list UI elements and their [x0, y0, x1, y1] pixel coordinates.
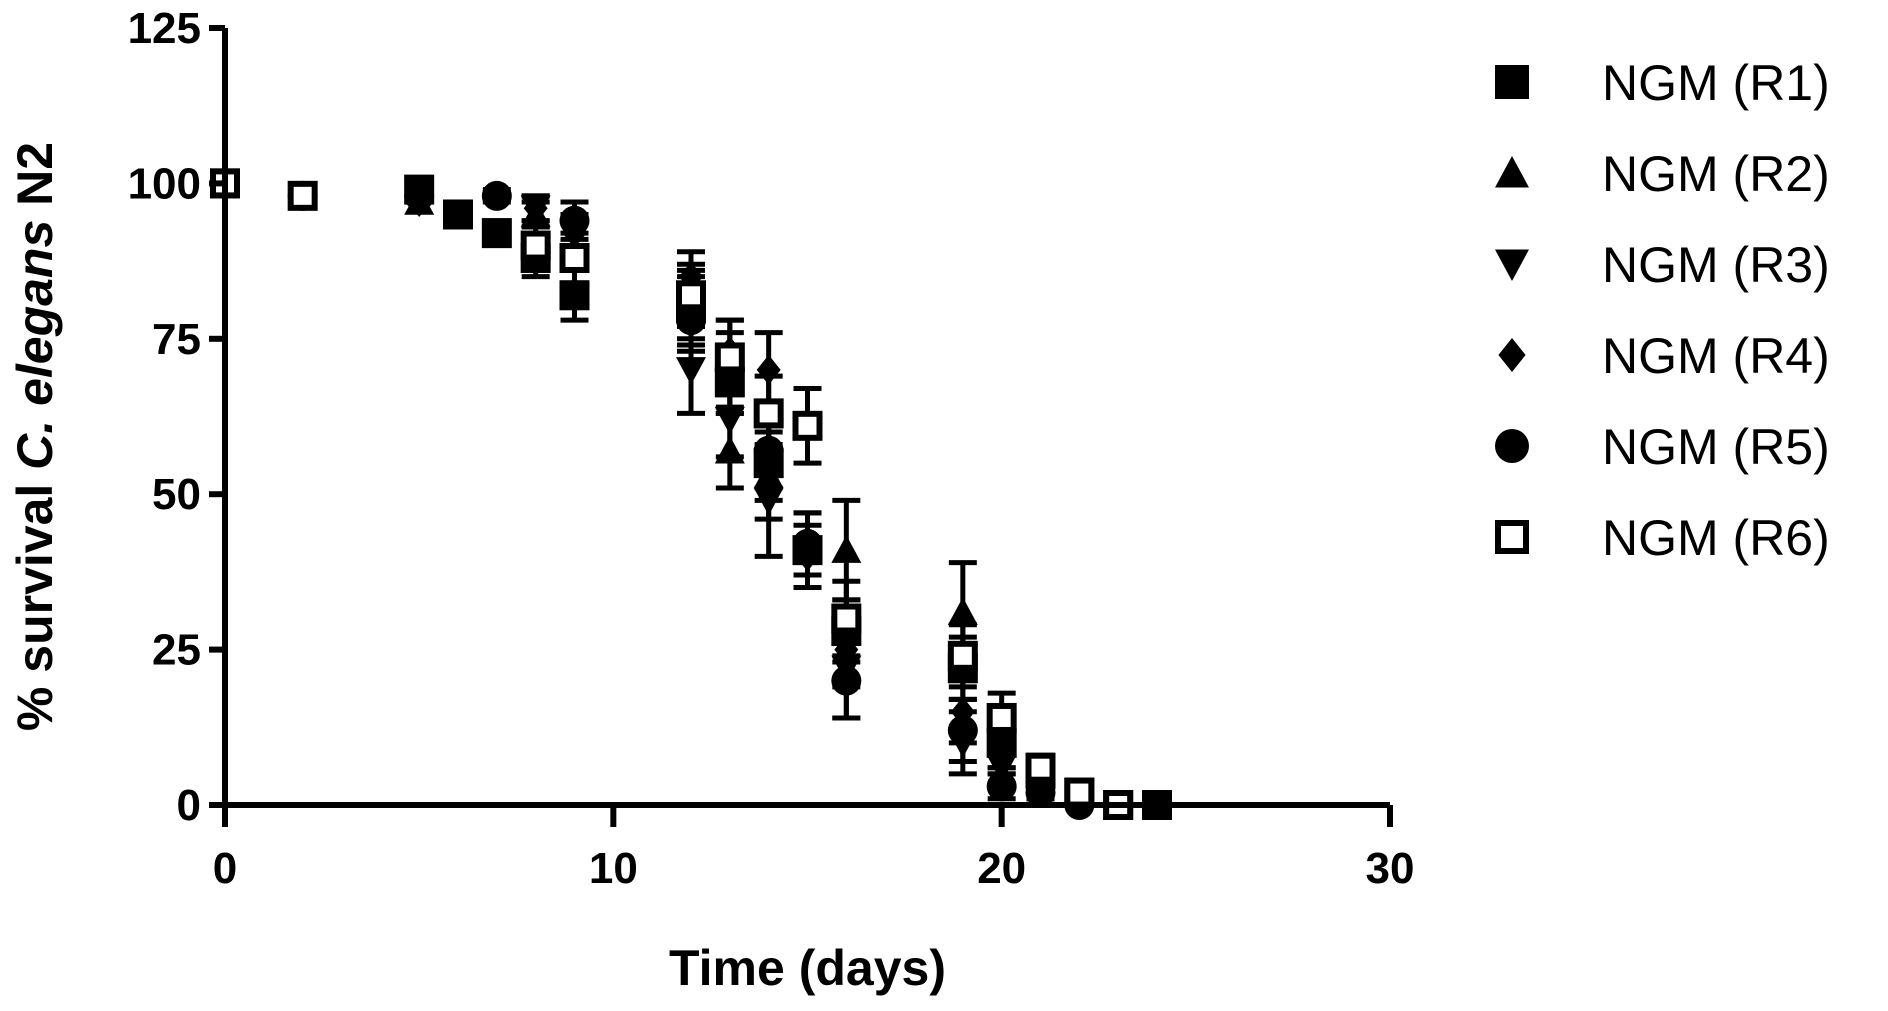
y-tick-label: 25	[152, 626, 201, 675]
y-axis-title: % survival C. elegans N2	[7, 142, 63, 731]
legend-item: NGM (R6)	[1495, 510, 1830, 566]
legend-marker	[1495, 429, 1529, 463]
data-point	[520, 230, 551, 261]
data-point	[792, 528, 823, 559]
legend-item: NGM (R5)	[1495, 419, 1830, 475]
series-5	[210, 168, 1095, 820]
legend-marker	[1498, 338, 1526, 372]
data-point	[559, 242, 590, 273]
y-axis-title-part: N2	[7, 142, 63, 220]
data-point	[1064, 777, 1095, 808]
x-tick-label: 10	[589, 844, 638, 893]
series-6	[210, 168, 1134, 820]
data-point	[714, 406, 745, 435]
legend-marker	[1495, 249, 1529, 281]
data-point	[404, 180, 435, 211]
data-point	[676, 357, 706, 385]
data-point	[986, 771, 1017, 802]
data-point	[947, 597, 978, 626]
y-tick-label: 50	[152, 470, 201, 519]
legend-label: NGM (R6)	[1602, 510, 1830, 566]
data-point	[986, 702, 1017, 733]
data-point	[714, 342, 745, 373]
data-point	[559, 205, 590, 236]
x-axis-title: Time (days)	[669, 940, 946, 996]
legend-item: NGM (R4)	[1498, 328, 1830, 384]
data-point	[443, 199, 473, 230]
x-tick-label: 20	[977, 844, 1026, 893]
data-point	[1025, 777, 1056, 808]
data-point	[753, 487, 784, 516]
data-point	[792, 410, 823, 441]
data-point	[287, 180, 318, 211]
legend-label: NGM (R5)	[1602, 419, 1830, 475]
y-axis-title-part: % survival	[7, 470, 63, 731]
legend-label: NGM (R2)	[1602, 146, 1830, 202]
y-tick-label: 100	[128, 159, 201, 208]
plot-data	[210, 168, 1172, 820]
legend-label: NGM (R1)	[1602, 55, 1830, 111]
data-point	[523, 193, 548, 224]
legend-item: NGM (R2)	[1495, 146, 1830, 202]
x-tick-label: 0	[213, 844, 237, 893]
legend-marker	[1495, 520, 1529, 554]
legend-label: NGM (R3)	[1602, 237, 1830, 293]
x-tick-label: 30	[1366, 844, 1415, 893]
legend-label: NGM (R4)	[1602, 328, 1830, 384]
axes: 0 25 50 75 100 125 0 10 20 30 Time (days) % surviva…	[7, 4, 1414, 996]
data-point	[481, 180, 512, 211]
data-point	[753, 398, 784, 429]
data-point	[481, 218, 512, 249]
data-point	[831, 603, 862, 634]
data-point	[831, 535, 862, 563]
y-axis-title-part: C. elegans	[7, 220, 63, 470]
legend: NGM (R1) NGM (R2) NGM (R3) NGM (R4) NGM (R5)…	[1495, 55, 1830, 566]
legend-item: NGM (R1)	[1495, 55, 1830, 111]
y-tick-label: 125	[128, 4, 201, 53]
legend-item: NGM (R3)	[1495, 237, 1830, 293]
data-point	[989, 740, 1014, 771]
data-point	[831, 665, 862, 696]
legend-marker	[1495, 156, 1529, 188]
y-tick-label: 75	[152, 315, 201, 364]
data-point	[1025, 752, 1056, 783]
y-tick-label: 0	[177, 781, 201, 830]
data-point	[676, 280, 706, 311]
legend-marker	[1495, 65, 1529, 99]
data-point	[947, 640, 978, 671]
data-point	[947, 715, 978, 746]
